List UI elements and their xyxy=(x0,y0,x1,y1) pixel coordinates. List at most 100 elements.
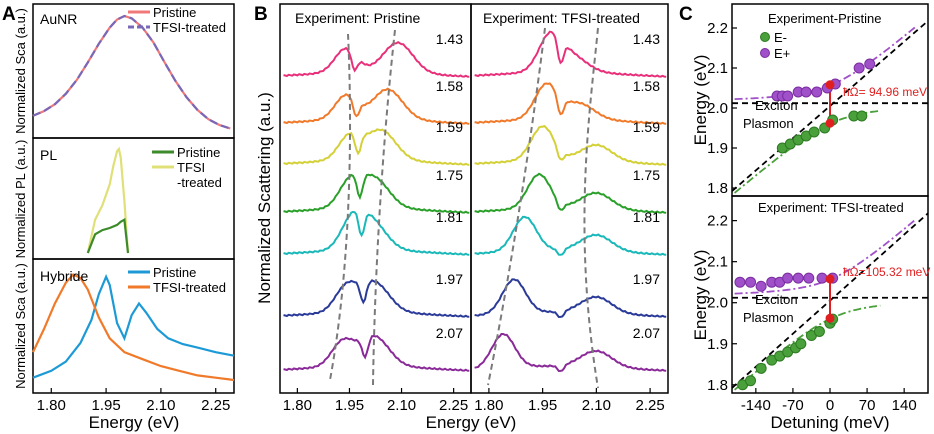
a-mid-curves xyxy=(86,146,130,254)
c-ytick-label: 2.2 xyxy=(707,20,728,37)
c-bot-plot-point-E+ xyxy=(755,280,767,292)
c-bot-plot-point-E- xyxy=(755,362,767,374)
b-xtick-label: 2.25 xyxy=(439,397,468,414)
a-bot-legend-pristine: Pristine xyxy=(153,265,196,280)
c-ytick-label: 1.8 xyxy=(707,377,728,394)
c-xlabel: Detuning (meV) xyxy=(770,413,889,432)
c-y-ticks: 1.8 1.9 2.0 2.1 2.2 1.8 1.9 2.0 2.1 2.2 xyxy=(707,20,737,394)
panel-c: Experiment-Pristine Experiment: TFSI-tre… xyxy=(691,3,930,432)
c-top-plot xyxy=(731,20,929,194)
b-xtick-label: 1.95 xyxy=(528,397,557,414)
b-offset-label-1.59: 1.59 xyxy=(436,119,463,135)
b-xtick-label: 2.10 xyxy=(387,397,416,414)
a-bot-title: Hybride xyxy=(40,268,88,284)
b-offset-label-1.43: 1.43 xyxy=(633,31,660,47)
a-top-legend-tfsi: TFSI-treated xyxy=(153,20,226,35)
c-top-plot-point-E+ xyxy=(864,58,876,70)
a-mid-legend-pristine: Pristine xyxy=(177,145,220,160)
b-left-curves-curve-1.75 xyxy=(283,173,470,214)
a-mid-legend-treated: -treated xyxy=(177,175,222,190)
b-offset-label-1.59: 1.59 xyxy=(633,119,660,135)
b-left-curves-curve-1.43 xyxy=(283,41,470,78)
c-top-plot-rabi-dot-high xyxy=(825,80,835,90)
c-bot-plot-point-E- xyxy=(795,338,807,350)
b-right-curves-curve-1.43 xyxy=(474,30,667,78)
panel-letter-c: C xyxy=(679,4,693,25)
c-bot-plot-point-E+ xyxy=(792,272,804,284)
b-right-curves-curve-1.59 xyxy=(474,124,667,166)
panel-a: AuNR PL Hybride Pristine TFSI-treated Pr… xyxy=(13,3,235,432)
a-bot-curves-series-1 xyxy=(32,273,235,382)
b-right-guide-lower xyxy=(487,27,546,386)
c-bot-plot-rabi-dot-high xyxy=(825,274,835,284)
c-top-rabi: ħΩ= 94.96 meV xyxy=(843,85,927,99)
b-ylabel: Normalized Scattering (a.u.) xyxy=(255,92,274,304)
b-xtick-label: 2.25 xyxy=(635,397,664,414)
a-bot-frame xyxy=(32,258,235,394)
b-left-offset-labels: 1.43 1.58 1.59 1.75 1.81 1.97 2.07 xyxy=(436,31,463,341)
c-xtick-label: 140 xyxy=(892,397,917,414)
c-top-plot-point-E+ xyxy=(853,62,865,74)
c-xtick-label: 70 xyxy=(859,397,876,414)
a-bot-ylabel: Normalized Sca (a.u.) xyxy=(13,263,28,389)
a-top-ylabel: Normalized Sca (a.u.) xyxy=(13,8,28,134)
c-top-plot-point-E+ xyxy=(800,86,812,98)
b-offset-label-1.75: 1.75 xyxy=(436,167,463,183)
a-top-curves-series-1 xyxy=(32,14,231,130)
b-offset-label-1.43: 1.43 xyxy=(436,31,463,47)
c-ytick-label: 1.8 xyxy=(707,180,728,197)
c-ytick-label: 2.1 xyxy=(707,60,728,77)
a-mid-series-tfsi xyxy=(86,146,130,254)
b-offset-label-1.58: 1.58 xyxy=(436,78,463,94)
c-bot-plasmon: Plasmon xyxy=(743,310,794,325)
b-left-title: Experiment: Pristine xyxy=(295,10,420,26)
c-ytick-label: 2.2 xyxy=(707,213,728,230)
panel-b: Experiment: Pristine Experiment: TFSI-tr… xyxy=(255,3,669,432)
b-offset-label-1.81: 1.81 xyxy=(633,209,660,225)
c-top-title: Experiment-Pristine xyxy=(768,11,881,26)
c-x-ticks: -140 -70 0 70 140 xyxy=(741,388,917,414)
c-bot-ylabel: Energy (eV) xyxy=(691,250,710,341)
b-offset-label-1.58: 1.58 xyxy=(633,78,660,94)
a-top-curves xyxy=(32,14,231,130)
b-left-guide-upper xyxy=(372,29,396,386)
b-left-curves-curve-1.59 xyxy=(283,128,470,166)
c-top-plot-rabi-dot-low xyxy=(825,118,835,128)
c-top-ylabel: Energy (eV) xyxy=(691,55,710,146)
a-xtick-label: 2.25 xyxy=(201,397,230,414)
c-top-exciton: Exciton xyxy=(755,98,798,113)
c-bot-plot-point-E+ xyxy=(816,272,828,284)
a-xtick-label: 1.95 xyxy=(91,397,120,414)
a-top-title: AuNR xyxy=(40,11,77,27)
c-bot-plot-point-E+ xyxy=(782,272,794,284)
b-right-frame xyxy=(470,3,669,394)
c-bot-plot-rabi-dot-low xyxy=(825,313,835,323)
b-right-offset-labels: 1.43 1.58 1.59 1.75 1.81 1.97 2.07 xyxy=(633,31,660,341)
b-xtick-label: 1.95 xyxy=(335,397,364,414)
b-offset-label-1.81: 1.81 xyxy=(436,209,463,225)
a-x-ticks: 1.80 1.95 2.10 2.25 xyxy=(37,388,230,414)
b-offset-label-2.07: 2.07 xyxy=(633,325,660,341)
a-bot-legend-tfsi: TFSI-treated xyxy=(153,280,226,295)
c-top-plot-point-E- xyxy=(808,126,820,138)
b-offset-label-1.97: 1.97 xyxy=(633,271,660,287)
a-bot-curves xyxy=(32,273,235,382)
b-xtick-label: 2.10 xyxy=(582,397,611,414)
a-xlabel: Energy (eV) xyxy=(89,413,180,432)
c-xtick-label: -140 xyxy=(741,397,771,414)
c-bot-title: Experiment: TFSI-treated xyxy=(758,200,904,215)
b-left-curves-curve-1.58 xyxy=(283,87,470,125)
b-right-curves-curve-2.07 xyxy=(474,333,667,373)
c-bot-plot-point-E+ xyxy=(734,276,746,288)
b-offset-label-1.97: 1.97 xyxy=(436,271,463,287)
c-bot-rabi: ħΩ=105.32 meV xyxy=(843,265,930,279)
a-mid-legend-tfsi: TFSI xyxy=(177,160,205,175)
c-bot-plot-point-E- xyxy=(813,325,825,337)
c-legend-eminus: E- xyxy=(774,30,787,45)
c-top-plot-point-E+ xyxy=(811,86,823,98)
b-right-curves-curve-1.58 xyxy=(474,82,667,125)
a-mid-ylabel: Normalized PL (a.u.) xyxy=(13,140,28,259)
c-legend-eplus-marker xyxy=(760,48,770,58)
c-ytick-label: 1.9 xyxy=(707,140,728,157)
